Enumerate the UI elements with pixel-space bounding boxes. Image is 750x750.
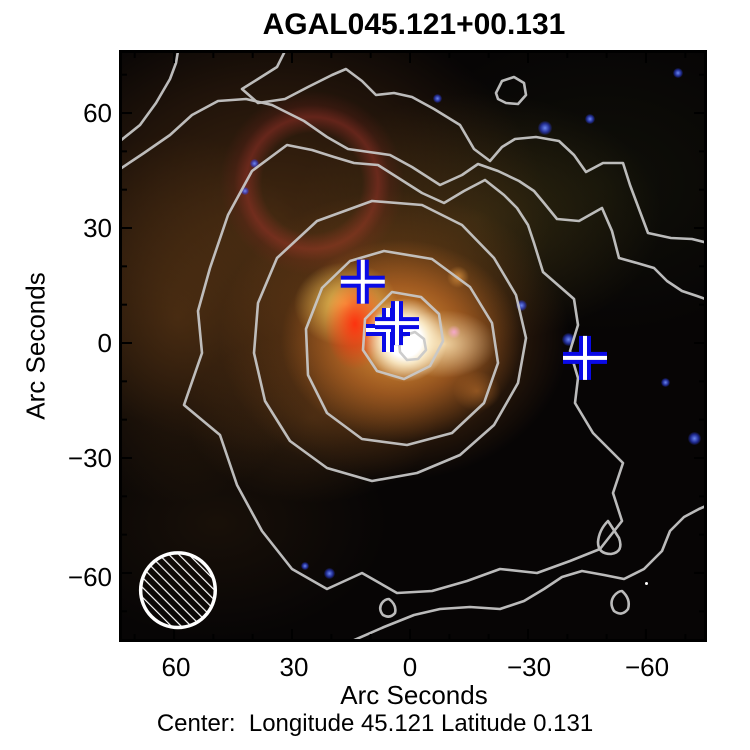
contour-teardrop-loop — [596, 519, 622, 556]
source-marker — [375, 301, 419, 346]
star-dot — [324, 568, 335, 579]
figure-title: AGAL045.121+00.131 — [262, 8, 566, 41]
source-marker — [563, 335, 607, 380]
contour-overlay — [122, 53, 704, 639]
star-dot — [433, 94, 442, 103]
star-dot — [538, 121, 552, 135]
contour-level3-loop — [304, 249, 500, 447]
x-tick-label: 30 — [279, 652, 309, 682]
axis-tick-marks — [122, 53, 704, 639]
nebula-image — [122, 53, 704, 639]
contour-small-loop-ne — [494, 75, 528, 106]
y-tick-label: 0 — [97, 328, 112, 358]
contour-lines — [122, 53, 704, 639]
star-dot — [688, 432, 701, 445]
contour-small-loop-s1 — [378, 597, 397, 618]
x-tick-label: 0 — [402, 652, 418, 682]
source-marker — [340, 259, 385, 304]
contour-level5-loop — [397, 330, 428, 362]
y-tick-label: −30 — [67, 443, 112, 473]
contour-outer-middle — [122, 97, 704, 300]
star-dot — [516, 300, 527, 311]
point-source-dot — [645, 582, 648, 585]
x-tick-label: −30 — [506, 652, 552, 682]
beam-indicator — [138, 551, 218, 630]
source-markers — [340, 259, 607, 380]
x-tick-label: 60 — [161, 652, 191, 682]
star-dot — [673, 68, 683, 78]
contour-outer-upper — [240, 53, 704, 244]
y-tick-label: −60 — [67, 562, 112, 592]
star-dot — [301, 562, 309, 570]
star-dot — [241, 187, 249, 195]
star-dot — [661, 378, 670, 387]
contour-outer-bottom — [353, 505, 704, 639]
contour-small-loop-s2 — [610, 589, 631, 615]
contour-level4-loop — [361, 290, 445, 381]
y-tick-label: 60 — [83, 98, 112, 128]
center-caption: Center: Longitude 45.121 Latitude 0.131 — [156, 710, 594, 737]
contour-large-loop — [182, 143, 625, 595]
source-marker — [366, 308, 410, 352]
x-axis-label: Arc Seconds — [340, 680, 488, 710]
x-tick-label: −60 — [624, 652, 670, 682]
plot-area — [119, 50, 707, 642]
contour-corner-arc — [122, 53, 179, 142]
beam-circle — [138, 551, 218, 630]
y-tick-label: 30 — [83, 213, 112, 243]
star-dot — [585, 114, 595, 124]
star-dot — [250, 159, 259, 168]
contour-level2-loop — [252, 199, 528, 483]
